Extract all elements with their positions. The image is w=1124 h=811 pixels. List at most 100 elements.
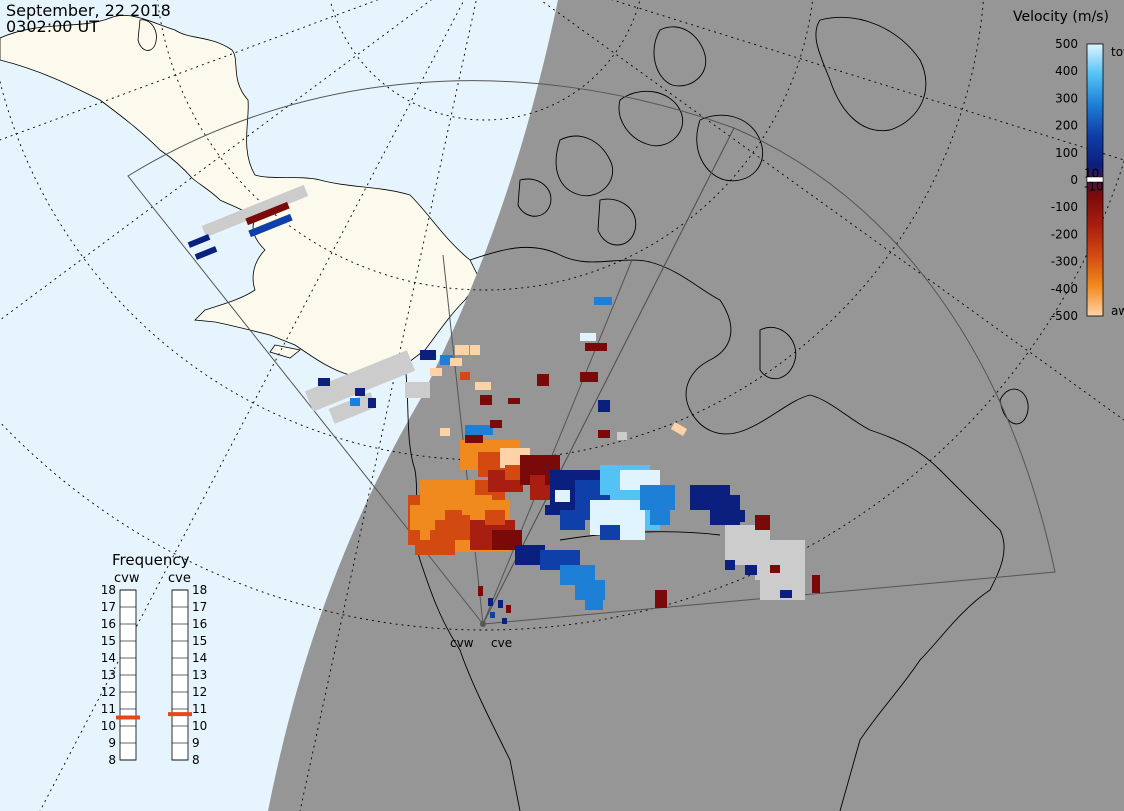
velocity-cell: [537, 374, 549, 386]
velocity-cell: [304, 350, 416, 412]
velocity-cell: [350, 398, 360, 406]
legend-toward-label: toward: [1111, 45, 1124, 59]
velocity-cell: [465, 425, 493, 435]
legend-zero-band: [1086, 176, 1104, 183]
frequency-tick-label: 13: [101, 668, 116, 682]
velocity-cell: [475, 382, 491, 390]
velocity-cell: [812, 575, 820, 593]
velocity-cell: [462, 495, 492, 515]
legend-tick-label: -10: [1084, 180, 1104, 194]
velocity-cell: [318, 378, 330, 386]
frequency-radar-cvw-label: cvw: [114, 571, 140, 586]
velocity-cell: [425, 500, 445, 520]
frequency-tick-label: 14: [101, 651, 116, 665]
velocity-cell: [480, 395, 492, 405]
frequency-tick-label: 10: [192, 719, 207, 733]
velocity-cell: [430, 368, 442, 376]
velocity-cell: [555, 490, 570, 502]
velocity-cell: [745, 565, 757, 575]
velocity-cell: [620, 525, 645, 540]
frequency-tick-label: 14: [192, 651, 207, 665]
frequency-radar-cve-label: cve: [168, 571, 191, 586]
frequency-tick-label: 15: [101, 634, 116, 648]
velocity-cell: [730, 510, 745, 522]
velocity-cell: [755, 515, 770, 530]
velocity-cell: [560, 510, 585, 530]
frequency-tick-label: 8: [192, 753, 200, 767]
velocity-cell: [780, 590, 792, 598]
frequency-title: Frequency: [112, 551, 190, 569]
velocity-cell: [405, 382, 430, 398]
legend-tick-label: -500: [1051, 309, 1078, 323]
time-label: 0302:00 UT: [6, 17, 99, 36]
frequency-tick-label: 17: [101, 600, 116, 614]
radar-site-cvw-label: cvw: [450, 636, 474, 650]
velocity-cell: [650, 505, 670, 525]
frequency-tick-label: 18: [101, 583, 116, 597]
velocity-scatter: [187, 184, 820, 624]
radar-site-cve-label: cve: [491, 636, 512, 650]
velocity-cell: [725, 560, 735, 570]
frequency-scales: 18 17 16 15 14 13 12 11 10 9 8 18 17 16 15 14 13 12 11 10 9 8: [101, 583, 208, 767]
velocity-cell: [368, 398, 376, 408]
velocity-cell: [600, 525, 620, 540]
frequency-tick-label: 16: [192, 617, 207, 631]
legend-title: Velocity (m/s): [1013, 9, 1109, 25]
night-region: [268, 0, 1124, 811]
frequency-tick-label: 11: [192, 702, 207, 716]
legend-tick-label: 500: [1055, 37, 1078, 51]
velocity-cell: [502, 618, 507, 624]
velocity-cell: [492, 530, 522, 550]
frequency-tick-label: 16: [101, 617, 116, 631]
legend-tick-label: -100: [1051, 200, 1078, 214]
velocity-cell: [420, 350, 436, 360]
legend-away-label: away: [1111, 304, 1124, 318]
velocity-cell: [508, 398, 520, 404]
velocity-cell: [545, 505, 560, 515]
velocity-cell: [598, 400, 610, 412]
velocity-cell: [506, 605, 511, 613]
frequency-tick-label: 12: [101, 685, 116, 699]
frequency-tick-label: 10: [101, 719, 116, 733]
velocity-cell: [194, 246, 218, 260]
velocity-cell: [201, 184, 309, 238]
frequency-tick-label: 18: [192, 583, 207, 597]
velocity-cell: [355, 388, 365, 396]
legend-tick-label: 400: [1055, 64, 1078, 78]
frequency-tick-label: 15: [192, 634, 207, 648]
frequency-tick-label: 8: [108, 753, 116, 767]
frequency-panel: Frequency cvw cve 18 17 16 15 14 13 12 11 10 9 8 18…: [101, 551, 208, 767]
frequency-tick-label: 9: [108, 736, 116, 750]
velocity-cell: [328, 392, 377, 424]
velocity-cell: [450, 358, 462, 366]
velocity-cell: [440, 428, 450, 436]
velocity-cell: [490, 420, 502, 428]
velocity-cell: [670, 422, 688, 436]
velocity-cell: [485, 510, 505, 525]
frequency-tick-label: 9: [192, 736, 200, 750]
velocity-cell: [770, 565, 780, 573]
velocity-cell: [245, 201, 290, 226]
velocity-cell: [655, 590, 667, 608]
velocity-cell: [580, 333, 596, 341]
velocity-cell: [598, 430, 610, 438]
legend-tick-label: 300: [1055, 91, 1078, 105]
radar-site-icon: [480, 621, 486, 627]
legend-tick-label: -300: [1051, 255, 1078, 269]
date-label: September, 22 2018: [6, 1, 171, 20]
legend-tick-label: 200: [1055, 119, 1078, 133]
legend-tick-label: 0: [1070, 173, 1078, 187]
velocity-cell: [617, 432, 627, 440]
velocity-cell: [490, 612, 495, 618]
velocity-cell: [465, 435, 483, 443]
velocity-cell: [440, 355, 454, 365]
velocity-cell: [585, 595, 603, 610]
frequency-tick-label: 11: [101, 702, 116, 716]
velocity-cell: [498, 600, 503, 608]
legend-tick-label: -200: [1051, 227, 1078, 241]
frequency-tick-label: 17: [192, 600, 207, 614]
velocity-cell: [460, 372, 470, 380]
